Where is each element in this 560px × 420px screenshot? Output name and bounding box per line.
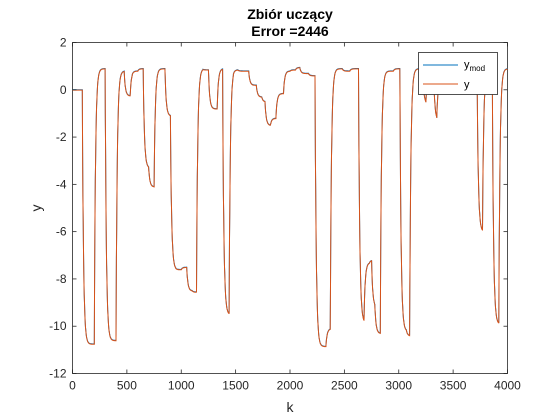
x-tick-label: 1500 — [222, 379, 249, 393]
y-axis-label: y — [28, 205, 44, 212]
x-tick-label: 0 — [69, 379, 76, 393]
series-line-y — [72, 66, 508, 348]
series-layer — [72, 66, 508, 348]
x-tick-label: 2000 — [277, 379, 304, 393]
legend-box — [418, 52, 498, 95]
x-tick-label: 3500 — [440, 379, 467, 393]
x-axis-label: k — [287, 399, 295, 415]
y-tick-label: -8 — [56, 272, 67, 286]
legend-label-y-mod-main: y — [464, 59, 470, 71]
y-tick-label: -10 — [49, 319, 67, 333]
axis-ticks: 0 500 1000 1500 2000 2500 3000 3500 4000 -12 -10 -8… — [49, 36, 521, 393]
y-tick-label: 2 — [60, 36, 67, 50]
legend-label-y: y — [464, 79, 470, 91]
x-tick-label: 1000 — [168, 379, 195, 393]
y-tick-label: -12 — [49, 367, 67, 381]
x-tick-label: 4000 — [494, 379, 521, 393]
x-tick-label: 2500 — [331, 379, 358, 393]
legend-label-y-mod: ymod — [464, 59, 485, 73]
y-tick-label: -2 — [56, 130, 67, 144]
y-tick-label: -6 — [56, 225, 67, 239]
x-tick-label: 3000 — [385, 379, 412, 393]
x-tick-label: 500 — [117, 379, 137, 393]
legend: ymod y — [418, 52, 498, 95]
y-tick-label: 0 — [60, 83, 67, 97]
chart-title-line-1: Zbiór uczący — [247, 6, 333, 22]
legend-label-y-mod-sub: mod — [470, 64, 486, 73]
y-tick-label: -4 — [56, 177, 67, 191]
chart-title-line-2: Error =2446 — [251, 23, 329, 39]
